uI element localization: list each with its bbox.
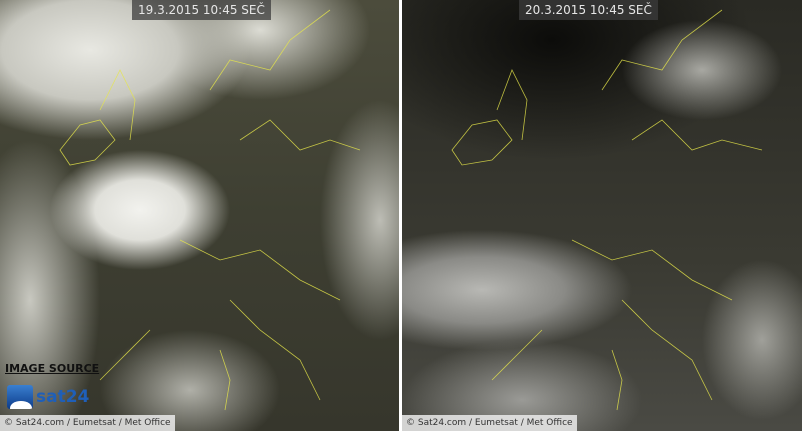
coastline-overlay xyxy=(59,9,361,411)
satellite-image-19-march: 19.3.2015 10:45 SEČ IMAGE SOURCE sat24 ©… xyxy=(0,0,399,431)
credit-text: © Sat24.com / Eumetsat / Met Office xyxy=(0,415,175,431)
sat24-logo[interactable]: sat24 xyxy=(7,385,89,409)
timestamp-label: 19.3.2015 10:45 SEČ xyxy=(132,0,271,20)
coastline-overlay xyxy=(451,9,763,411)
credit-text: © Sat24.com / Eumetsat / Met Office xyxy=(402,415,577,431)
satellite-image-20-march: 20.3.2015 10:45 SEČ © Sat24.com / Eumets… xyxy=(402,0,802,431)
sat24-logo-text: sat24 xyxy=(36,387,90,407)
image-source-label: IMAGE SOURCE xyxy=(5,362,100,375)
timestamp-label: 20.3.2015 10:45 SEČ xyxy=(519,0,658,20)
sat24-logo-icon xyxy=(7,385,33,409)
panel-divider xyxy=(399,0,402,431)
